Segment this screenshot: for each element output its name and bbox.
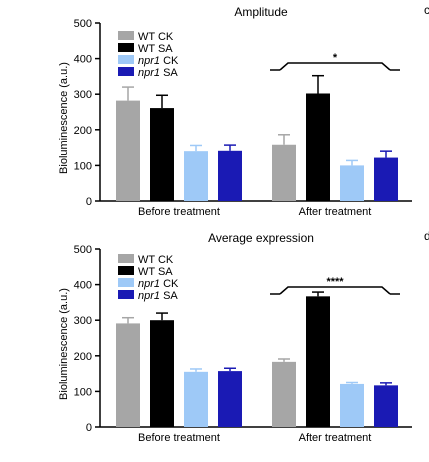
y-axis-label: Bioluminescence (a.u.) [58, 62, 70, 174]
y-tick-label: 0 [86, 422, 92, 434]
bar [218, 371, 242, 427]
legend-entry: npr1 CK [138, 278, 179, 290]
bar [374, 157, 398, 201]
bar [272, 361, 296, 427]
legend-swatch [118, 43, 134, 52]
legend-entry: WT SA [138, 43, 173, 55]
y-tick-label: 100 [74, 160, 92, 172]
bar [306, 296, 330, 427]
legend-swatch [118, 266, 134, 275]
significance-label: **** [326, 276, 344, 288]
panel-letter: d [424, 229, 429, 243]
y-tick-label: 300 [74, 89, 92, 101]
bar [184, 151, 208, 201]
legend-swatch [118, 55, 134, 64]
legend-entry: npr1 SA [138, 290, 178, 302]
panel-letter: c [424, 3, 429, 17]
bar [218, 150, 242, 201]
legend-swatch [118, 254, 134, 263]
bar [306, 93, 330, 201]
significance-bracket [279, 62, 391, 71]
y-tick-label: 400 [74, 54, 92, 66]
legend-swatch [118, 67, 134, 76]
x-category-label: After treatment [299, 432, 372, 444]
x-category-label: Before treatment [138, 432, 220, 444]
significance-label: * [333, 52, 338, 64]
y-tick-label: 100 [74, 386, 92, 398]
y-tick-label: 200 [74, 351, 92, 363]
y-axis-label: Bioluminescence (a.u.) [58, 288, 70, 400]
y-tick-label: 500 [74, 244, 92, 256]
chart-title: Amplitude [234, 5, 288, 19]
bar [150, 320, 174, 427]
legend-entry: WT SA [138, 266, 173, 278]
bar [272, 144, 296, 201]
legend-entry: npr1 CK [138, 55, 179, 67]
legend-swatch [118, 290, 134, 299]
bar [116, 100, 140, 201]
x-category-label: After treatment [299, 206, 372, 218]
y-tick-label: 500 [74, 18, 92, 30]
bar [340, 383, 364, 427]
legend-entry: WT CK [138, 254, 174, 266]
legend-entry: WT CK [138, 31, 174, 43]
y-tick-label: 0 [86, 196, 92, 208]
legend-swatch [118, 31, 134, 40]
bar [116, 323, 140, 427]
bar [150, 108, 174, 201]
y-tick-label: 200 [74, 125, 92, 137]
x-category-label: Before treatment [138, 206, 220, 218]
chart-title: Average expression [208, 231, 314, 245]
bar [374, 385, 398, 427]
legend-swatch [118, 278, 134, 287]
bar [340, 165, 364, 201]
y-tick-label: 400 [74, 280, 92, 292]
legend-entry: npr1 SA [138, 67, 178, 79]
y-tick-label: 300 [74, 315, 92, 327]
chart-panel-1: Amplitude c 0 100 200 300 400 500 Bioluminescenc… [58, 3, 429, 218]
chart-panel-2: Average expression d 0 100 200 300 400 500 Biolu… [58, 229, 429, 444]
significance-bracket [279, 286, 391, 295]
bar [184, 371, 208, 427]
